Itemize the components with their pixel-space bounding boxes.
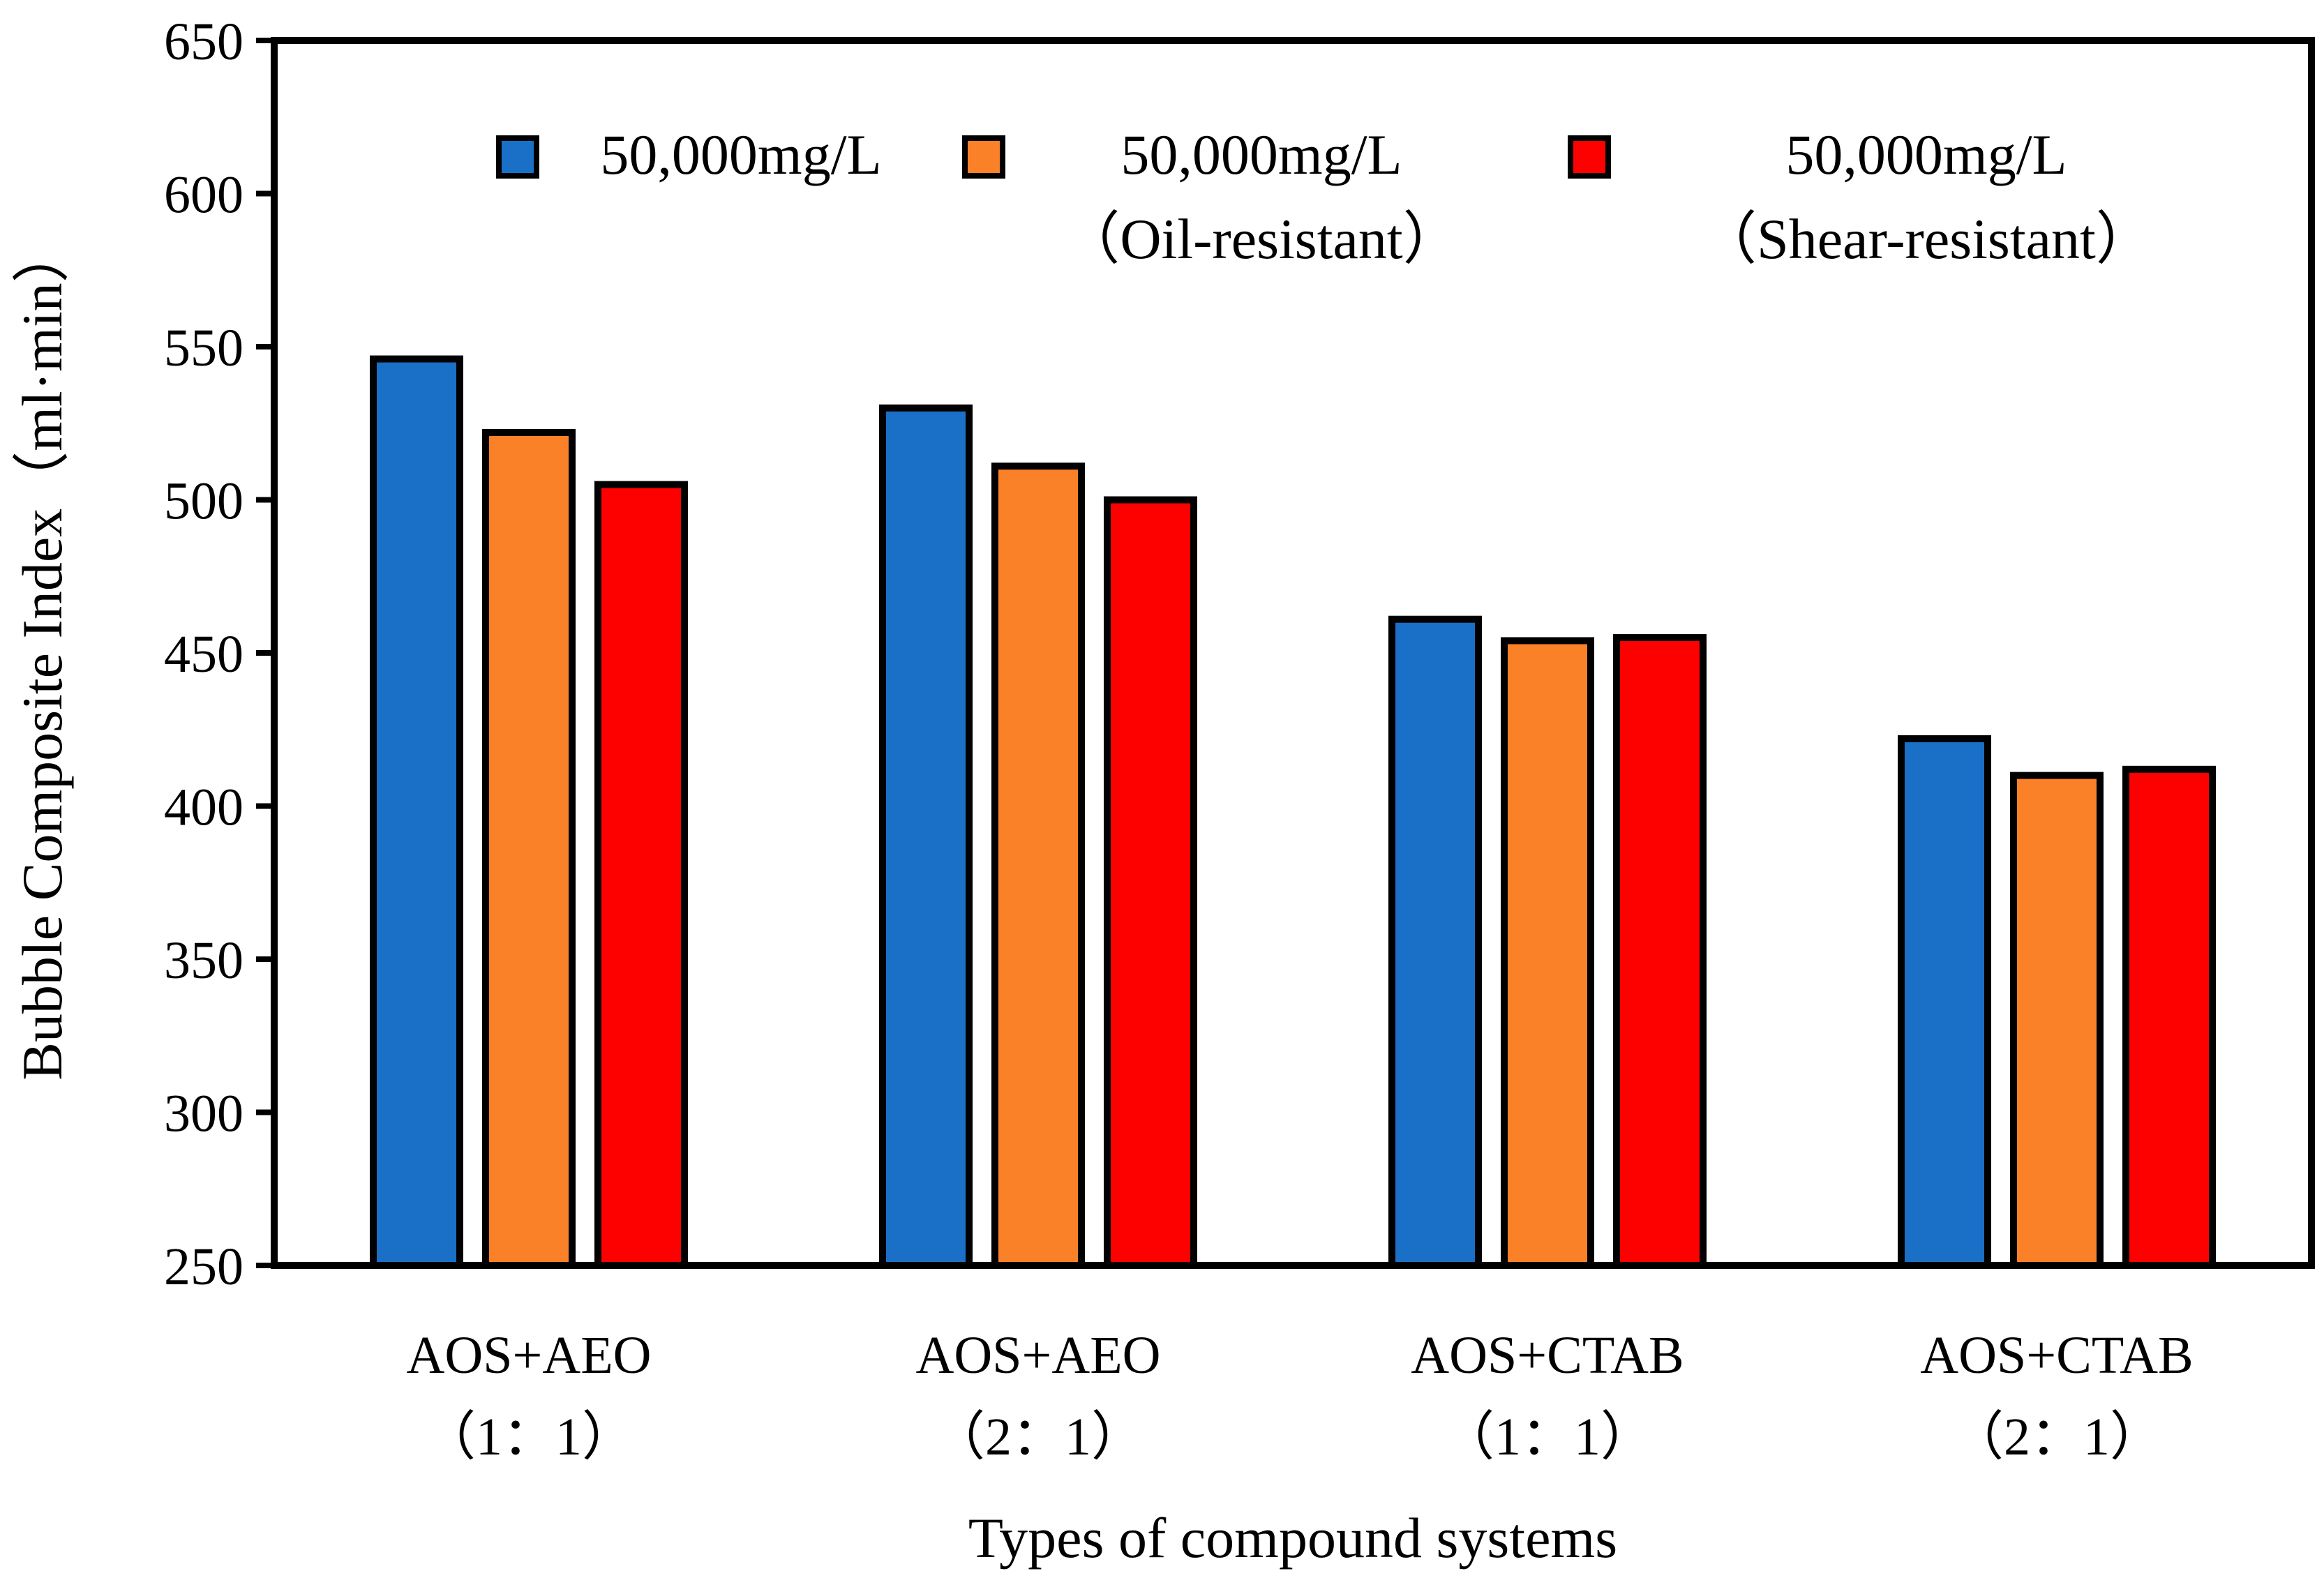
y-tick-label: 500	[164, 472, 243, 531]
bar	[2010, 772, 2104, 1269]
y-tick-label: 550	[164, 319, 243, 377]
y-tick-label: 450	[164, 625, 243, 684]
bar	[482, 428, 576, 1269]
y-tick-label: 350	[164, 931, 243, 990]
legend-label: 50,000mg/L	[1785, 123, 2067, 186]
category-label-ratio: （2：1）	[1951, 1408, 2163, 1466]
bar	[1613, 634, 1707, 1269]
y-axis-ticks: 250 300 350 400 450 500 550 600 650	[164, 13, 274, 1296]
bar	[1501, 637, 1594, 1269]
legend-sublabel: （Shear-resistant）	[1700, 207, 2153, 271]
y-axis-title: Bubble Composite Index（ml·min）	[10, 225, 74, 1080]
y-tick-label: 650	[164, 13, 243, 71]
y-tick-label: 250	[164, 1238, 243, 1296]
legend-label: 50,000mg/L	[1120, 123, 1402, 186]
bar	[594, 481, 688, 1269]
bar	[1898, 735, 1991, 1270]
legend-swatch	[1568, 135, 1611, 179]
bar	[1388, 615, 1482, 1269]
y-tick-label: 400	[164, 779, 243, 837]
x-axis-title: Types of compound systems	[968, 1506, 1617, 1570]
category-label-ratio: （2：1）	[932, 1408, 1144, 1466]
legend-label: 50,000mg/L	[600, 123, 881, 186]
category-label-ratio: （1：1）	[1441, 1408, 1654, 1466]
y-tick-label: 300	[164, 1085, 243, 1143]
bar	[1104, 496, 1197, 1269]
bar	[991, 463, 1085, 1270]
category-label: AOS+CTAB	[1411, 1326, 1684, 1385]
bar	[370, 355, 463, 1269]
x-axis-categories: AOS+AEO （1：1） AOS+AEO （2：1） AOS+CTAB （1：1） AOS…	[406, 1326, 2193, 1466]
bar	[879, 404, 973, 1269]
legend-swatch	[962, 135, 1005, 179]
legend-sublabel: （Oil-resistant）	[1063, 207, 1460, 271]
bars-layer	[370, 355, 2216, 1270]
bar	[2122, 765, 2216, 1269]
y-tick-label: 600	[164, 166, 243, 225]
category-label-ratio: （1：1）	[423, 1408, 635, 1466]
category-label: AOS+AEO	[915, 1326, 1160, 1385]
category-label: AOS+AEO	[406, 1326, 651, 1385]
category-label: AOS+CTAB	[1920, 1326, 2194, 1385]
plot-frame	[271, 37, 2315, 1269]
legend-swatch	[496, 135, 539, 179]
legend: 50,000mg/L 50,000mg/L （Oil-resistant） 50,00…	[496, 123, 2153, 271]
